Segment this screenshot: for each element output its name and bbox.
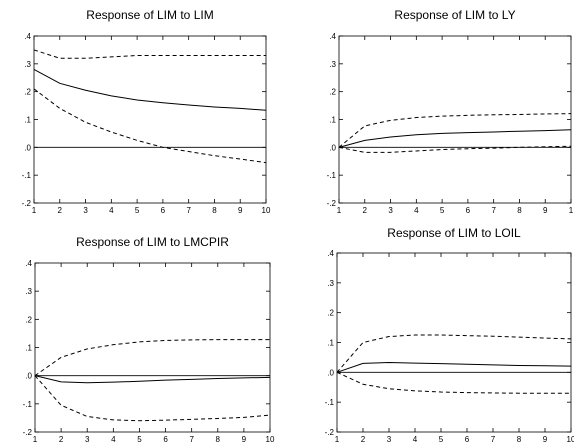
y-tick-label: .4	[24, 32, 31, 41]
x-tick-label: 9	[238, 206, 243, 215]
irf-panel-1: Response of LIM to LIM .4 .3 .2 .1 .0 -.1 -.21 2…	[22, 8, 271, 215]
y-tick-label: .2	[329, 88, 336, 97]
x-tick-label: 1	[337, 206, 342, 215]
irf-panel-2: Response of LIM to LY.4.3.2.1.0-.1-.21 2 3…	[327, 8, 574, 215]
x-tick-label: 10	[567, 435, 574, 444]
x-tick-label: 7	[186, 206, 191, 215]
y-tick-label: .3	[329, 60, 336, 69]
y-tick-label: .1	[25, 344, 32, 353]
x-tick-label: 6	[465, 435, 470, 444]
y-tick-label: .0	[327, 368, 334, 377]
y-tick-label: .4	[329, 32, 336, 41]
y-tick-label: -.1	[325, 398, 335, 407]
panel-title: Response of LIM to LY	[394, 8, 515, 22]
panel-title: Response of LIM to LMCPIR	[76, 235, 229, 249]
response-line	[336, 361, 572, 373]
y-tick-label: .0	[329, 143, 336, 152]
y-tick-label: .4	[25, 259, 32, 268]
upper-band-line	[336, 334, 572, 373]
panel-title: Response of LIM to LOIL	[387, 226, 521, 240]
x-tick-label: 9	[242, 435, 247, 444]
plot-frame	[34, 262, 271, 433]
y-tick-label: -.1	[22, 171, 32, 180]
upper-band-line	[33, 49, 266, 59]
x-tick-label: 1	[33, 435, 38, 444]
x-tick-label: 9	[543, 435, 548, 444]
y-tick-label: -.2	[23, 428, 33, 437]
x-tick-label: 3	[83, 206, 88, 215]
y-tick-label: .0	[24, 143, 31, 152]
x-tick-label: 5	[440, 206, 445, 215]
y-tick-label: -.1	[327, 171, 337, 180]
x-tick-label: 10	[262, 206, 271, 215]
x-tick-label: 7	[189, 435, 194, 444]
x-tick-label: 8	[517, 206, 522, 215]
x-tick-label: 10	[266, 435, 275, 444]
x-tick-label: 4	[109, 206, 114, 215]
irf-panel-4: Response of LIM to LOIL.4.3.2.1.0-.1-.21…	[325, 226, 574, 444]
x-tick-label: 3	[387, 435, 392, 444]
y-tick-label: .1	[329, 116, 336, 125]
x-tick-label: 8	[216, 435, 221, 444]
x-tick-label: 2	[59, 435, 64, 444]
y-tick-label: -.1	[23, 400, 33, 409]
x-tick-label: 3	[85, 435, 90, 444]
y-tick-label: -.2	[327, 199, 337, 208]
x-tick-label: 2	[363, 206, 368, 215]
response-line	[34, 375, 271, 384]
y-tick-label: -.2	[325, 428, 335, 437]
x-tick-label: 1	[335, 435, 340, 444]
panel-title: Response of LIM to LIM	[86, 8, 213, 22]
x-tick-label: 9	[543, 206, 548, 215]
x-tick-label: 7	[491, 435, 496, 444]
x-tick-label: 8	[517, 435, 522, 444]
plot-frame	[33, 35, 267, 204]
lower-band-line	[34, 375, 271, 422]
y-tick-label: .1	[327, 339, 334, 348]
y-tick-label: -.2	[22, 199, 32, 208]
x-tick-label: 1	[569, 206, 574, 215]
x-tick-label: 6	[161, 206, 166, 215]
y-tick-label: .2	[327, 309, 334, 318]
plot-frame	[338, 35, 572, 204]
x-tick-label: 4	[111, 435, 116, 444]
upper-band-line	[34, 339, 270, 377]
x-tick-label: 7	[491, 206, 496, 215]
x-tick-label: 1	[32, 206, 37, 215]
irf-panel-3: Response of LIM to LMCPIR .4 .3 .2 .1 .0 -.1 -.…	[23, 235, 275, 444]
y-tick-label: .3	[327, 279, 334, 288]
y-tick-label: .3	[24, 60, 31, 69]
lower-band-line	[33, 88, 267, 164]
y-tick-label: .3	[25, 287, 32, 296]
y-tick-label: .2	[24, 88, 31, 97]
x-tick-label: 3	[388, 206, 393, 215]
plot-frame	[336, 252, 572, 433]
y-tick-label: .2	[25, 315, 32, 324]
x-tick-label: 6	[466, 206, 471, 215]
x-tick-label: 5	[135, 206, 140, 215]
lower-band-line	[336, 371, 571, 394]
x-tick-label: 2	[58, 206, 63, 215]
y-tick-label: .0	[25, 372, 32, 381]
x-tick-label: 4	[414, 206, 419, 215]
y-tick-label: .1	[24, 116, 31, 125]
response-line	[338, 129, 572, 148]
x-tick-label: 5	[439, 435, 444, 444]
x-tick-label: 5	[137, 435, 142, 444]
response-line	[33, 68, 267, 111]
x-tick-label: 6	[163, 435, 168, 444]
y-tick-label: .4	[327, 249, 334, 258]
x-tick-label: 2	[361, 435, 366, 444]
x-tick-label: 8	[212, 206, 217, 215]
x-tick-label: 4	[413, 435, 418, 444]
